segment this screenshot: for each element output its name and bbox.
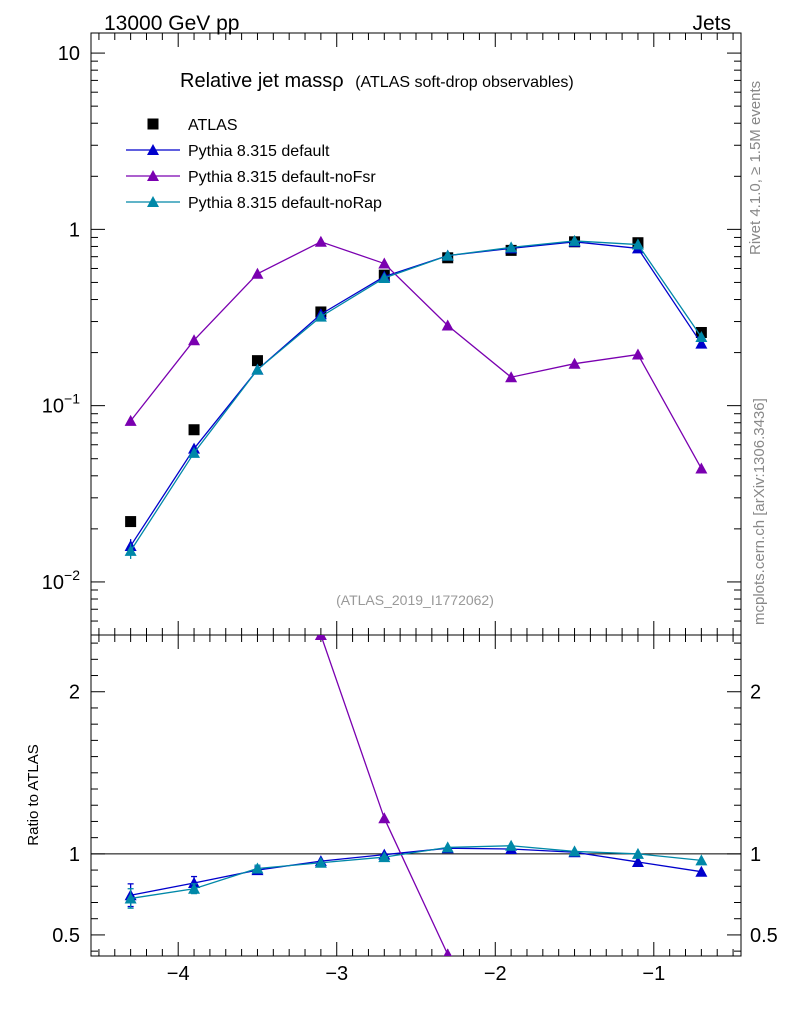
point-pythia-8-315-default-nofsr [314,235,327,247]
point-pythia-8-315-default-norap [188,446,201,458]
ratio-y-tick-label-right: 2 [750,682,761,704]
legend: ATLAS Pythia 8.315 default Pythia 8.315 de… [126,117,382,212]
point-atlas [125,516,137,528]
chart-title-main: Relative jet massρ [180,70,344,92]
ratio-point-pythia-8-315-default-nofsr [443,948,452,956]
ratio-y-tick-label-left: 0.5 [52,925,80,947]
series-line-pythia-8-315-default-norap [130,240,702,552]
chart-title: Relative jet massρ (ATLAS soft-drop obse… [180,70,574,92]
legend-marker-pythia-8-315-default-norap [147,196,159,207]
point-pythia-8-315-default-norap [631,238,644,250]
legend-label-pythia-8-315-default-nofsr: Pythia 8.315 default-noFsr [188,169,376,186]
x-tick-label: −4 [167,963,190,985]
main-series-group [124,234,708,559]
point-pythia-8-315-default-norap [251,363,264,375]
ratio-series-group [124,491,708,993]
ratio-line-pythia-8-315-default-norap [130,845,702,900]
y-tick-label: 10−2 [42,567,80,594]
ratio-point-pythia-8-315-default-norap [568,845,581,857]
y-tick-label: 10−1 [42,391,80,418]
x-tick-label: −1 [642,963,665,985]
point-pythia-8-315-default-nofsr [441,319,454,331]
ratio-point-pythia-8-315-default-nofsr [188,491,200,502]
rivet-label: Rivet 4.1.0, ≥ 1.5M events [747,81,764,255]
ratio-y-tick-label-left: 2 [69,682,80,704]
y-tick-label: 10 [58,43,80,65]
series-line-pythia-8-315-default [130,241,702,547]
analysis-label: (ATLAS_2019_I1772062) [336,592,494,608]
header-category: Jets [692,12,731,35]
point-pythia-8-315-default-nofsr [378,257,391,269]
point-pythia-8-315-default-nofsr [631,348,644,360]
ratio-frame [90,634,742,957]
ratio-point-pythia-8-315-default [631,855,644,867]
point-pythia-8-315-default [695,337,708,349]
y-tick-base: 10 [42,572,64,594]
point-pythia-8-315-default-norap [314,310,327,322]
legend-marker-pythia-8-315-default-nofsr [147,170,159,181]
ratio-point-pythia-8-315-default-norap [441,841,454,853]
x-tick-label: −3 [325,963,348,985]
ratio-point-pythia-8-315-default-nofsr [378,812,391,824]
point-pythia-8-315-default-nofsr [124,414,137,426]
legend-marker-atlas [147,118,159,130]
ratio-point-pythia-8-315-default-norap [505,839,518,851]
point-pythia-8-315-default-norap [568,234,581,246]
ratio-point-pythia-8-315-default-norap [378,851,391,863]
point-pythia-8-315-default-nofsr [251,267,264,279]
point-atlas [251,355,263,367]
legend-label-atlas: ATLAS [188,117,238,134]
point-atlas [188,424,200,436]
ratio-ylabel: Ratio to ATLAS [25,744,42,845]
ratio-point-pythia-8-315-default-norap [631,847,644,859]
point-pythia-8-315-default-norap [695,331,708,343]
point-pythia-8-315-default-nofsr [505,371,518,383]
point-pythia-8-315-default-norap [124,544,137,556]
ratio-point-pythia-8-315-default-norap [314,856,327,868]
ratio-point-pythia-8-315-default-norap [251,862,264,874]
ratio-point-pythia-8-315-default-nofsr [505,979,517,990]
ratio-point-pythia-8-315-default-nofsr [695,982,707,993]
ratio-point-pythia-8-315-default-nofsr [251,507,263,518]
y-tick-base: 10 [42,396,64,418]
chart-subtitle: (ATLAS soft-drop observables) [355,74,573,91]
point-pythia-8-315-default-norap [505,241,518,253]
y-tick-exp: −1 [64,391,80,407]
ratio-point-pythia-8-315-default-norap [124,892,137,904]
point-pythia-8-315-default-norap [378,271,391,283]
series-line-pythia-8-315-default-nofsr [130,241,702,469]
point-pythia-8-315-default-nofsr [188,334,201,346]
point-pythia-8-315-default-norap [441,249,454,261]
ratio-y-tick-label-right: 0.5 [750,925,778,947]
ratio-point-pythia-8-315-default-nofsr [569,978,581,989]
ratio-point-pythia-8-315-default-norap [188,882,201,894]
y-tick-label: 1 [69,219,80,241]
ratio-y-tick-label-left: 1 [69,844,80,866]
point-pythia-8-315-default-nofsr [695,462,708,474]
legend-label-pythia-8-315-default-norap: Pythia 8.315 default-noRap [188,195,382,212]
ratio-point-pythia-8-315-default [188,877,201,889]
x-tick-label: −2 [484,963,507,985]
point-pythia-8-315-default-nofsr [568,357,581,369]
ratio-y-tick-label-right: 1 [750,844,761,866]
ratio-point-pythia-8-315-default [695,865,708,877]
legend-marker-pythia-8-315-default [147,144,159,155]
ratio-point-pythia-8-315-default-norap [695,854,708,866]
ratio-line-pythia-8-315-default [130,847,702,896]
ratio-line-pythia-8-315-default-nofsr [320,635,453,956]
ratio-point-pythia-8-315-default-nofsr [314,635,327,640]
header-energy: 13000 GeV pp [104,12,239,35]
y-tick-exp: −2 [64,567,80,583]
legend-label-pythia-8-315-default: Pythia 8.315 default [188,143,330,160]
mcplots-label: mcplots.cern.ch [arXiv:1306.3436] [751,398,768,625]
